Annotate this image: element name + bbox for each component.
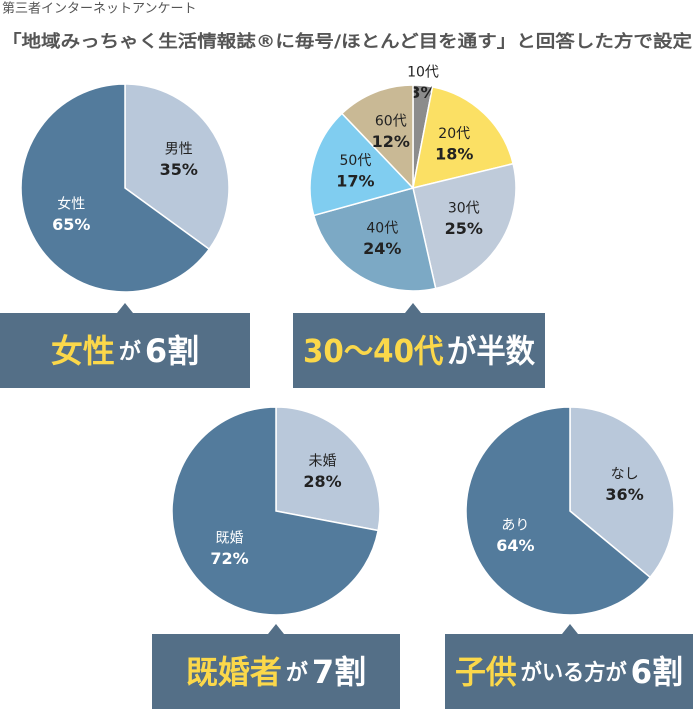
caption: 女性が 6割 [51,332,199,370]
pie-slice [124,83,230,251]
slice-value-label: 12% [372,132,410,151]
slice-category: 男性 [165,142,193,158]
caption: 30〜40代が半数 [303,332,536,370]
slice-category: 既婚 [216,530,244,546]
pie-slice [20,83,211,293]
slice-category: 未婚 [308,454,336,470]
slice-value-label: 24% [363,239,401,258]
slice-value-label: 18% [435,144,473,163]
slice-value-label: 65% [52,215,90,234]
slice-value-label: 36% [605,485,643,504]
pie-slice [465,406,652,616]
slice-value-label: 72% [210,549,248,568]
caption-part: 女性 [51,332,115,370]
caption-part: が半数 [447,332,536,370]
caption-box [0,313,250,388]
pie-slice [171,406,380,616]
caption-part: 子供 [455,653,517,691]
caption-part: 7割 [312,653,366,691]
caption-pointer [562,624,578,634]
slice-category: 女性 [57,195,85,212]
slice-value-label: 17% [336,172,374,191]
pie-slice [312,187,437,292]
slice-value-label: 28% [303,472,341,491]
pie-slice [275,406,381,532]
slice-category: 60代 [375,114,407,130]
slice-category: 10代 [407,64,439,80]
pie-slice [569,406,675,579]
caption-pointer [117,303,133,313]
caption-box [152,634,400,709]
caption-part: が [286,660,308,686]
caption: 既婚者が 7割 [186,653,366,691]
slice-category: 30代 [448,200,480,216]
slice-value-label: 25% [445,219,483,238]
survey-subtitle: 「地域みっちゃく生活情報誌®に毎号/ほとんど目を通す」と回答した方で設定 [2,31,692,52]
caption-part: 30〜40代 [303,332,443,370]
caption-box [445,634,693,709]
slice-category: なし [611,466,639,482]
caption-part: 6割 [631,653,683,691]
caption: 子供がいる方が6割 [455,653,683,691]
pie-slice [412,162,517,290]
caption-part: 6割 [145,332,199,370]
caption-part: がいる方が [521,660,627,686]
slice-category: 20代 [438,126,470,142]
slice-category: 50代 [340,153,372,169]
pie-slice [309,112,415,217]
pie-slice [340,84,414,190]
caption-pointer [405,303,421,313]
caption-box [293,313,545,388]
pie-slice [412,85,515,190]
slice-category: あり [501,518,529,534]
slice-category: 40代 [366,220,398,236]
caption-pointer [268,624,284,634]
caption-part: が [119,339,141,365]
caption-part: 既婚者 [186,653,282,691]
survey-title: 第三者インターネットアンケート [2,2,196,17]
slice-value-label: 35% [160,160,198,179]
slice-value-label: 64% [496,536,534,555]
